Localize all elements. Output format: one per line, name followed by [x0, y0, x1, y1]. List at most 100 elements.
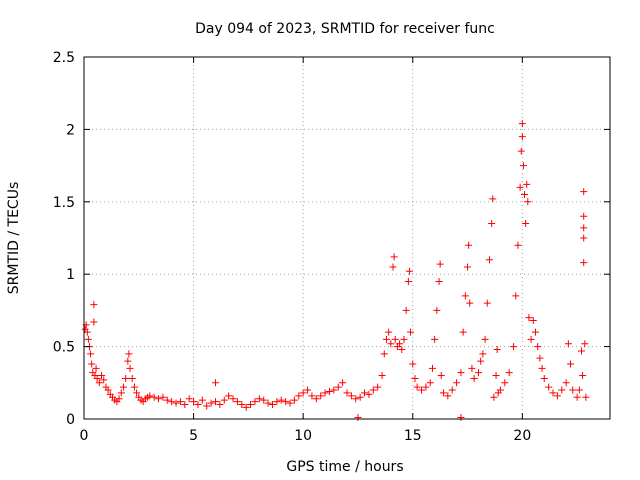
y-tick-label: 0 [66, 412, 75, 428]
data-point [352, 395, 360, 403]
data-point [238, 401, 246, 409]
data-point [516, 183, 524, 191]
data-point [216, 401, 224, 409]
data-point [339, 379, 347, 387]
data-point [117, 389, 125, 397]
data-point [365, 390, 373, 398]
data-point [396, 340, 404, 348]
data-point [304, 386, 312, 394]
data-point [531, 328, 539, 336]
data-point [176, 398, 184, 406]
data-point [501, 379, 509, 387]
data-point [212, 379, 219, 387]
data-point [512, 292, 520, 300]
data-point [212, 398, 219, 406]
data-point [330, 386, 338, 394]
data-point [457, 414, 465, 422]
data-point [385, 328, 393, 336]
data-point [273, 398, 281, 406]
data-point [521, 191, 529, 199]
data-point [95, 379, 103, 387]
data-point [122, 374, 130, 382]
data-point [119, 383, 127, 391]
data-point [514, 241, 522, 249]
data-point [389, 263, 397, 271]
data-point [464, 263, 472, 271]
data-point [255, 395, 263, 403]
data-point [194, 401, 202, 409]
data-point [409, 360, 417, 368]
data-point [411, 374, 419, 382]
data-point [479, 350, 487, 358]
data-point [529, 317, 537, 325]
data-point [391, 335, 399, 343]
data-point [564, 340, 572, 348]
data-point [485, 256, 493, 264]
data-point [87, 350, 95, 358]
data-point [524, 198, 532, 206]
y-tick-label: 2 [66, 122, 75, 138]
data-point [387, 340, 395, 348]
data-point [92, 364, 100, 372]
data-point [581, 340, 589, 348]
data-point [282, 398, 290, 406]
data-point [517, 147, 525, 155]
data-point [398, 345, 406, 353]
data-point [437, 372, 445, 380]
data-point [321, 389, 329, 397]
data-point [126, 364, 134, 372]
data-point [402, 306, 410, 314]
data-point [277, 396, 285, 404]
data-point [286, 399, 294, 407]
data-point [400, 335, 408, 343]
x-tick-label: 0 [80, 428, 89, 444]
data-point [575, 386, 583, 394]
data-point [470, 374, 478, 382]
data-point [128, 374, 136, 382]
data-point [431, 335, 439, 343]
data-point [453, 379, 461, 387]
data-point [496, 386, 504, 394]
chart-title: Day 094 of 2023, SRMTID for receiver fun… [195, 21, 495, 37]
data-point [229, 395, 237, 403]
x-axis-label: GPS time / hours [286, 459, 403, 475]
data-point [325, 387, 333, 395]
data-point [580, 234, 588, 242]
data-point [343, 389, 351, 397]
data-point [264, 399, 272, 407]
data-point [580, 224, 588, 232]
data-point [84, 335, 92, 343]
x-tick-label: 10 [294, 428, 312, 444]
data-point [519, 162, 527, 170]
data-point [439, 389, 447, 397]
data-point [582, 393, 590, 401]
data-point [489, 195, 497, 203]
data-point [225, 392, 233, 400]
data-point [90, 301, 98, 309]
data-point [510, 343, 518, 351]
data-point [155, 395, 163, 403]
data-point [190, 398, 198, 406]
data-point [522, 220, 530, 228]
data-point [115, 395, 123, 403]
data-point [538, 364, 546, 372]
data-point [133, 389, 141, 397]
data-point [361, 389, 369, 397]
data-point [98, 372, 106, 380]
data-point [268, 401, 276, 409]
data-point [100, 376, 108, 384]
data-point [477, 357, 485, 365]
data-point [578, 347, 586, 355]
data-point [536, 354, 544, 362]
data-point [488, 220, 496, 228]
data-point [378, 372, 386, 380]
data-point [422, 383, 430, 391]
data-point [93, 374, 101, 382]
data-point [172, 399, 180, 407]
data-point [374, 383, 382, 391]
data-point [125, 350, 133, 358]
data-point [382, 335, 390, 343]
data-point [233, 398, 241, 406]
data-point [465, 241, 473, 249]
data-point [580, 188, 588, 196]
